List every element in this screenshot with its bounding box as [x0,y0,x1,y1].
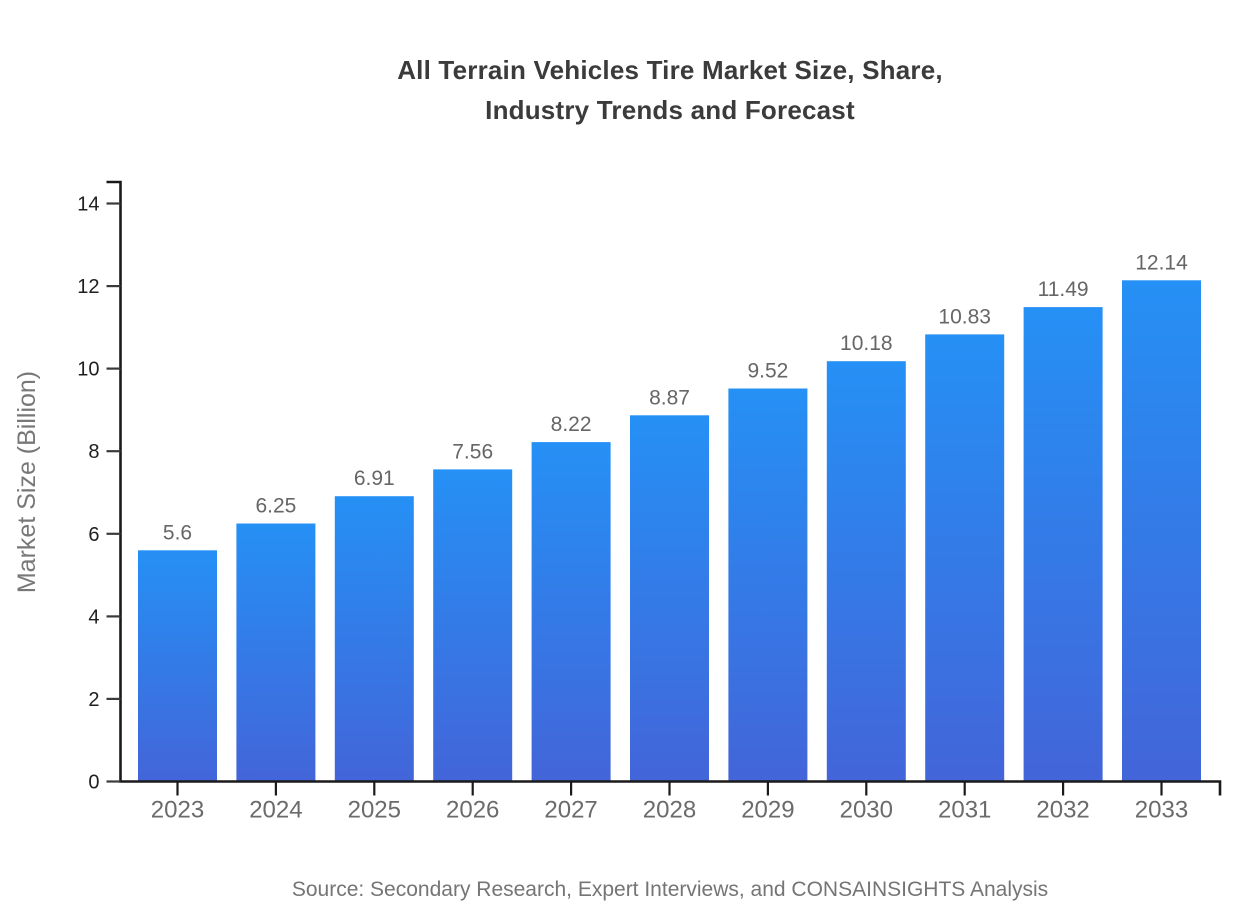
x-tick-label-2031: 2031 [938,797,991,824]
x-tick-label-2024: 2024 [249,797,302,824]
bar-2023 [138,550,217,782]
bar-value-label-2026: 7.56 [452,440,493,463]
y-tick-label-8: 8 [88,441,99,463]
x-tick-label-2025: 2025 [348,797,401,824]
x-tick-label-2033: 2033 [1135,797,1188,824]
bar-value-label-2024: 6.25 [255,495,296,518]
bar-value-label-2030: 10.18 [840,332,893,355]
bar-value-label-2033: 12.14 [1135,251,1188,274]
y-tick-label-0: 0 [88,772,99,794]
y-tick-label-14: 14 [77,194,99,216]
bar-value-label-2029: 9.52 [747,360,788,383]
y-tick-label-6: 6 [88,524,99,546]
bar-value-label-2025: 6.91 [354,467,395,490]
bar-2029 [728,388,808,782]
x-tick-label-2032: 2032 [1036,797,1089,824]
bar-value-label-2023: 5.6 [163,521,192,544]
chart-title-line2: Industry Trends and Forecast [485,95,855,125]
x-tick-label-2029: 2029 [741,797,794,824]
bar-2024 [236,523,316,782]
source-note: Source: Secondary Research, Expert Inter… [291,878,1049,901]
y-tick-label-2: 2 [88,689,99,711]
bar-value-label-2032: 11.49 [1038,278,1089,301]
bar-2033 [1122,280,1201,782]
bar-2031 [925,334,1005,782]
bar-2025 [334,496,414,782]
chart-title: All Terrain Vehicles Tire Market Size, S… [120,50,1220,130]
y-tick-label-10: 10 [77,359,99,381]
x-tick-label-2028: 2028 [643,797,696,824]
bar-value-label-2028: 8.87 [649,386,690,409]
bar-value-label-2031: 10.83 [938,305,991,328]
bar-value-label-2027: 8.22 [551,413,592,436]
bar-2032 [1023,307,1103,782]
y-tick-label-4: 4 [88,606,99,628]
x-tick-label-2026: 2026 [446,797,499,824]
y-axis-title: Market Size (Billion) [13,371,41,593]
bar-2027 [531,442,611,782]
bar-2028 [630,415,709,782]
x-tick-label-2030: 2030 [840,797,893,824]
x-tick-label-2027: 2027 [544,797,597,824]
x-tick-label-2023: 2023 [151,797,204,824]
y-tick-label-12: 12 [77,276,99,298]
chart-title-line1: All Terrain Vehicles Tire Market Size, S… [397,55,943,85]
bar-2030 [826,361,906,782]
bar-2026 [433,469,513,782]
